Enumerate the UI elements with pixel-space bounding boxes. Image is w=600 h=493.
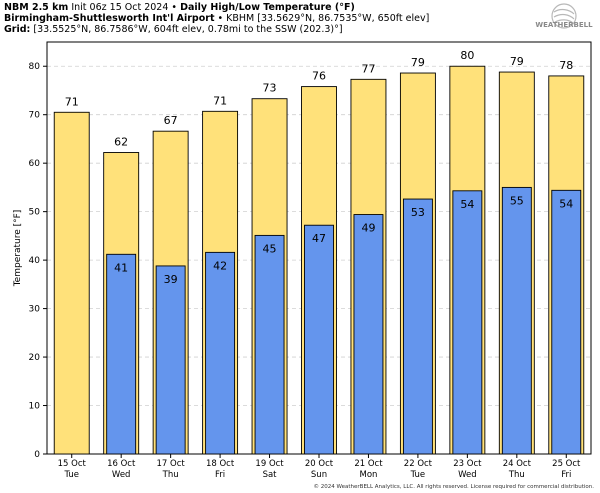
copyright-notice: © 2024 WeatherBELL Analytics, LLC. All r… (313, 484, 594, 490)
station-info: KBHM [33.5629°N, 86.7535°W, 650ft elev] (226, 13, 430, 24)
high-value-label: 73 (263, 82, 277, 95)
grid-info: [33.5525°N, 86.7586°W, 604ft elev, 0.78m… (33, 24, 343, 35)
low-bar (155, 265, 186, 455)
low-temperature-series: 41 39 42 45 47 49 53 54 55 54 (106, 186, 582, 455)
x-tick-weekday-label: Fri (215, 470, 225, 480)
header-title-line: NBM 2.5 km Init 06z 15 Oct 2024 • Daily … (4, 2, 355, 14)
low-value-label: 54 (559, 197, 573, 210)
low-value-label: 47 (312, 232, 326, 245)
x-tick-date-label: 19 Oct (255, 459, 284, 469)
y-tick-label: 50 (29, 208, 41, 218)
grid-label: Grid: (4, 24, 31, 35)
high-value-label: 77 (361, 62, 375, 75)
x-tick-date-label: 18 Oct (206, 459, 235, 469)
y-axis: 0 10 20 30 40 50 60 70 80 (29, 62, 47, 460)
high-bar (53, 111, 90, 455)
high-value-label: 71 (65, 95, 79, 108)
low-bar (353, 214, 384, 455)
x-tick-date-label: 24 Oct (503, 459, 532, 469)
bullet-separator: • (217, 13, 224, 24)
x-tick-weekday-label: Fri (561, 470, 571, 480)
low-bar (551, 189, 582, 455)
y-tick-label: 40 (29, 256, 41, 266)
low-value-label: 53 (411, 206, 425, 219)
low-bar (501, 186, 532, 455)
x-tick-date-label: 23 Oct (453, 459, 482, 469)
low-bar (402, 198, 433, 455)
high-value-label: 79 (411, 56, 425, 69)
y-tick-label: 30 (29, 305, 41, 315)
x-tick-weekday-label: Sat (263, 470, 278, 480)
high-value-label: 67 (164, 114, 178, 127)
low-value-label: 42 (213, 259, 227, 272)
swirl-logo-icon (551, 3, 577, 29)
x-tick-weekday-label: Tue (63, 470, 79, 480)
x-tick-weekday-label: Mon (359, 470, 377, 480)
y-axis-label: Temperature [°F] (13, 210, 23, 288)
y-tick-label: 0 (34, 450, 40, 460)
high-value-label: 80 (460, 49, 474, 62)
low-bar (205, 251, 236, 455)
logo-text: WEATHERBELL (535, 21, 593, 29)
model-name: NBM 2.5 km (4, 2, 69, 13)
high-value-label: 76 (312, 70, 326, 83)
x-tick-date-label: 20 Oct (305, 459, 334, 469)
high-value-label: 62 (114, 136, 128, 149)
x-tick-date-label: 17 Oct (157, 459, 186, 469)
y-tick-label: 60 (29, 159, 41, 169)
x-tick-date-label: 15 Oct (58, 459, 87, 469)
low-value-label: 39 (164, 273, 178, 286)
low-bar (452, 190, 483, 455)
init-time: Init 06z 15 Oct 2024 (71, 2, 169, 13)
x-tick-date-label: 25 Oct (552, 459, 581, 469)
header-station-line: Birmingham-Shuttlesworth Int'l Airport •… (4, 13, 429, 25)
y-tick-label: 80 (29, 62, 41, 72)
x-tick-weekday-label: Wed (112, 470, 131, 480)
station-name: Birmingham-Shuttlesworth Int'l Airport (4, 13, 215, 24)
high-value-label: 78 (559, 59, 573, 72)
low-value-label: 55 (510, 194, 524, 207)
low-bar (106, 253, 137, 455)
y-tick-label: 10 (29, 402, 41, 412)
weatherbell-logo: WEATHERBELL (535, 3, 593, 29)
product-title: Daily High/Low Temperature (°F) (180, 2, 355, 13)
high-value-label: 71 (213, 94, 227, 107)
x-tick-date-label: 16 Oct (107, 459, 136, 469)
x-tick-date-label: 21 Oct (354, 459, 383, 469)
x-tick-weekday-label: Wed (458, 470, 477, 480)
high-value-label: 79 (510, 55, 524, 68)
x-tick-weekday-label: Thu (508, 470, 525, 480)
bullet-separator: • (171, 2, 178, 13)
low-bar (304, 224, 334, 455)
x-tick-date-label: 22 Oct (404, 459, 433, 469)
x-tick-weekday-label: Tue (410, 470, 426, 480)
low-bar (254, 234, 285, 455)
x-tick-weekday-label: Thu (162, 470, 179, 480)
low-value-label: 54 (460, 198, 474, 211)
x-tick-weekday-label: Sun (311, 470, 327, 480)
low-value-label: 49 (361, 222, 375, 235)
y-tick-label: 70 (29, 111, 41, 121)
header-grid-line: Grid: [33.5525°N, 86.7586°W, 604ft elev,… (4, 24, 343, 36)
low-value-label: 41 (114, 261, 128, 274)
y-tick-label: 20 (29, 353, 41, 363)
low-value-label: 45 (263, 242, 277, 255)
